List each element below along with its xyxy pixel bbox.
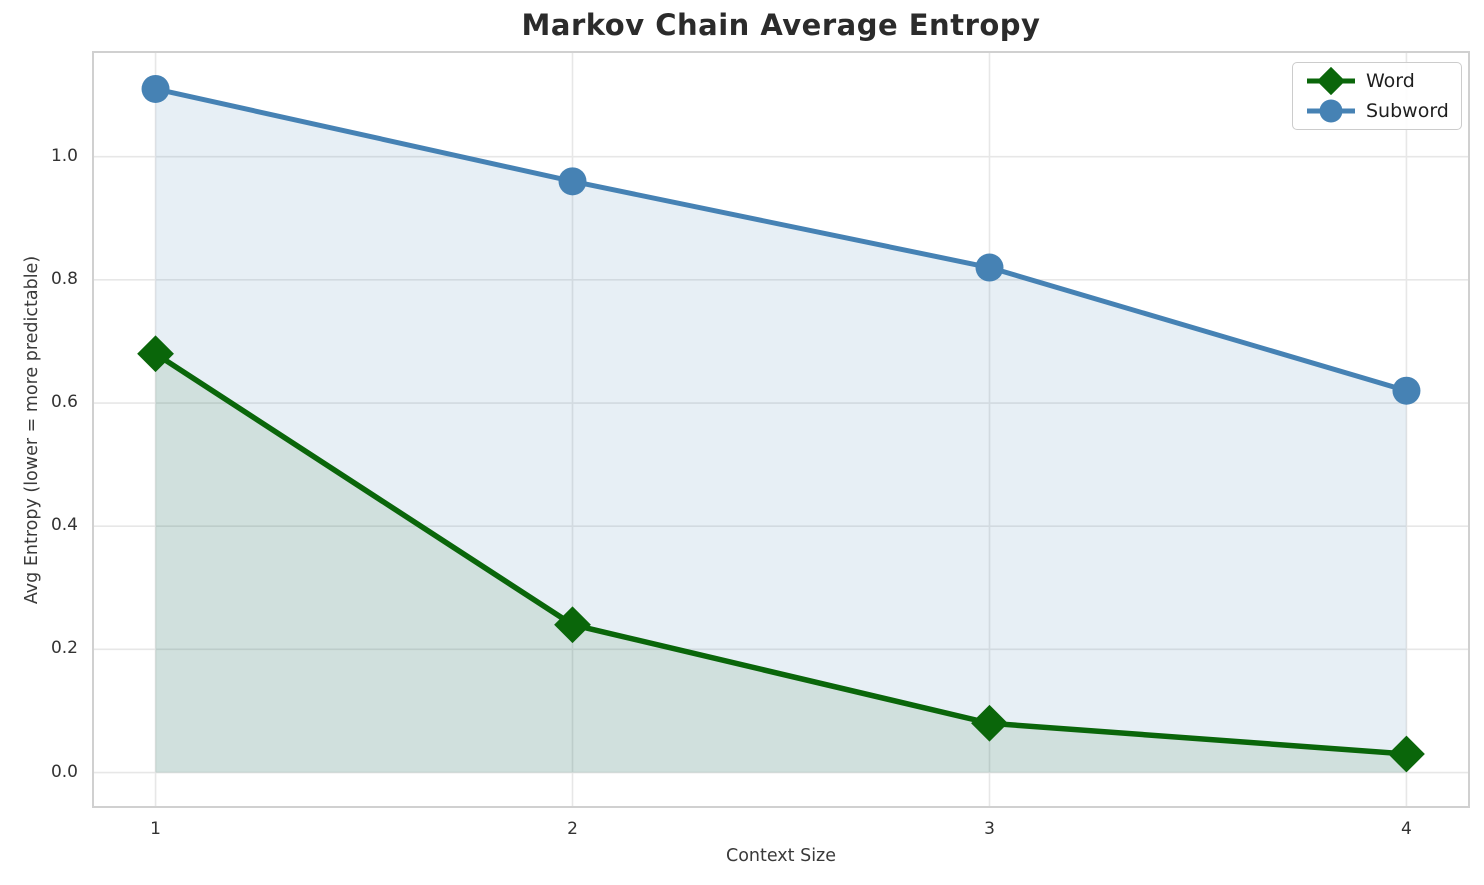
y-tick-label: 0.6 bbox=[50, 392, 78, 413]
legend: Word Subword bbox=[1292, 62, 1462, 130]
y-tick-label: 0.2 bbox=[50, 638, 78, 659]
y-tick-label: 0.4 bbox=[50, 515, 78, 536]
legend-label: Word bbox=[1366, 70, 1415, 92]
legend-label: Subword bbox=[1366, 100, 1449, 122]
legend-item-subword: Subword bbox=[1305, 97, 1449, 125]
diamond-marker-icon bbox=[1305, 67, 1357, 95]
x-tick-label: 4 bbox=[1401, 819, 1412, 839]
x-axis-label: Context Size bbox=[725, 846, 837, 866]
x-tick-label: 1 bbox=[150, 819, 161, 839]
x-tick-label: 2 bbox=[567, 819, 578, 839]
y-tick-label: 1.0 bbox=[50, 145, 78, 166]
x-tick-label: 3 bbox=[984, 819, 995, 839]
legend-item-word: Word bbox=[1305, 67, 1449, 95]
chart-title: Markov Chain Average Entropy bbox=[521, 8, 1041, 42]
y-tick-label: 0.8 bbox=[50, 268, 78, 289]
y-tick-label: 0.0 bbox=[50, 761, 78, 782]
circle-marker-icon bbox=[1305, 97, 1357, 125]
